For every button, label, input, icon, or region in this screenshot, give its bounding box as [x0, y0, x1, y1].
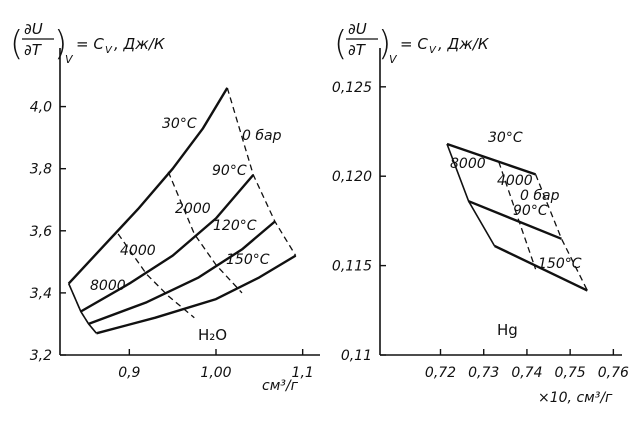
isobar-label: 0 бар — [520, 188, 560, 204]
x-tick-label: 0,75 — [555, 365, 586, 381]
y-tick-label: 0,11 — [341, 348, 372, 364]
mercury-chart: 0,11 0,115 0,120 0,125 0,72 0,73 0,74 0,75 0,76 (… — [332, 20, 629, 406]
isotherm-line — [446, 142, 536, 176]
title-units: , Дж/К — [438, 35, 490, 53]
y-tick-label: 3,2 — [30, 348, 52, 364]
isobar-line — [226, 87, 297, 256]
x-tick-label: 0,73 — [468, 365, 499, 381]
title-paren-left: ( — [10, 24, 23, 64]
x-axis-label: см³/г — [262, 378, 299, 394]
title-rhs: = C — [76, 35, 104, 53]
isobar-line — [117, 233, 195, 319]
y-tick-label: 4,0 — [30, 100, 52, 116]
isotherm-label: 150°C — [226, 252, 270, 268]
isotherm-label: 120°C — [213, 218, 257, 234]
title-numerator: ∂U — [348, 20, 367, 38]
x-tick-label: 1,1 — [292, 365, 314, 381]
x-tick-label: 0,72 — [425, 365, 456, 381]
isotherm-label: 30°C — [162, 116, 197, 132]
y-tick-label: 3,4 — [30, 286, 52, 302]
isotherm-line — [493, 244, 588, 292]
isobar-label: 2000 — [175, 201, 211, 217]
title-units: , Дж/К — [114, 35, 166, 53]
isotherm-line — [88, 220, 276, 326]
y-tick-label: 0,115 — [332, 259, 372, 275]
isobar-line — [534, 174, 588, 291]
x-axis-label: ×10, см³/г — [538, 390, 613, 406]
x-tick-label: 1,00 — [200, 365, 231, 381]
isobar-line — [167, 171, 243, 294]
y-tick-label: 3,6 — [30, 224, 52, 240]
x-tick-label: 0,9 — [118, 365, 140, 381]
isotherm-label: 150°C — [538, 256, 582, 272]
isobar-line — [498, 161, 537, 270]
substance-label: H₂O — [198, 326, 227, 344]
y-tick-label: 3,8 — [30, 162, 52, 178]
title-subscript: V — [65, 53, 74, 66]
title-paren-left: ( — [334, 24, 347, 64]
x-tick-label: 0,76 — [598, 365, 629, 381]
isobar-label: 0 бар — [242, 128, 282, 144]
title-rhs: = C — [400, 35, 428, 53]
isobar-edge-line — [68, 283, 97, 334]
isobar-label: 8000 — [90, 278, 126, 294]
isotherm-line — [96, 254, 297, 335]
isotherm-line — [468, 200, 562, 240]
title-paren-right: ) — [378, 24, 391, 64]
title-subscript: V — [389, 53, 398, 66]
isobar-label: 8000 — [450, 156, 486, 172]
isobar-label: 4000 — [497, 173, 533, 189]
title-rhs-subscript: V — [105, 45, 113, 56]
isotherm-label: 30°C — [488, 130, 523, 146]
substance-label: Hg — [497, 321, 518, 339]
title-rhs-subscript: V — [429, 45, 437, 56]
title-denominator: ∂T — [348, 41, 367, 59]
isobar-label: 4000 — [120, 243, 156, 259]
isotherm-label: 90°C — [513, 203, 548, 219]
isotherm-label: 90°C — [212, 163, 247, 179]
y-tick-label: 0,125 — [332, 80, 372, 96]
isobar-line — [446, 143, 496, 247]
isotherm-line — [80, 174, 255, 313]
y-tick-label: 0,120 — [332, 169, 372, 185]
x-tick-label: 0,74 — [511, 365, 542, 381]
title-numerator: ∂U — [24, 20, 43, 38]
title-paren-right: ) — [54, 24, 67, 64]
isotherm-line — [67, 87, 229, 285]
title-denominator: ∂T — [24, 41, 43, 59]
